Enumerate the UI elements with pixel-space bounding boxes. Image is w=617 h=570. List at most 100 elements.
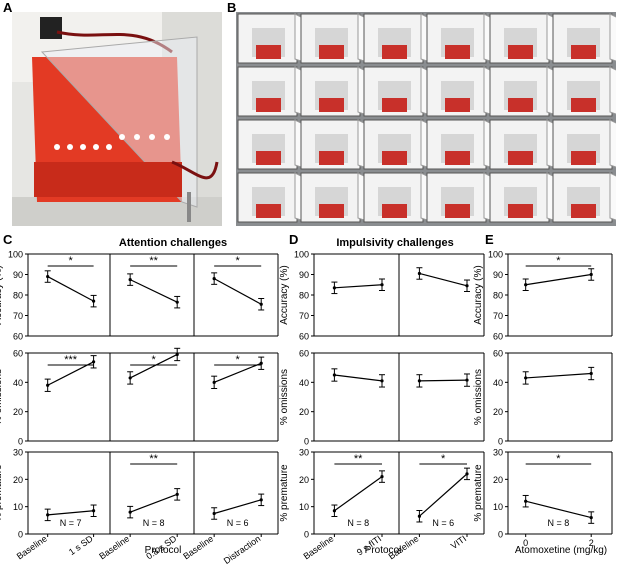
significance-label: * [441, 453, 446, 465]
chamber [319, 151, 344, 165]
y-tick-label: 100 [8, 250, 23, 260]
chamber [571, 45, 596, 59]
data-point [380, 379, 384, 383]
panel-label-b: B [227, 0, 237, 15]
data-point [589, 272, 593, 277]
series-line [47, 361, 94, 386]
chamber [319, 204, 344, 218]
series-line [334, 374, 383, 382]
y-tick-label: 20 [493, 407, 503, 417]
y-tick-label: 10 [13, 502, 23, 512]
series-line [334, 284, 383, 289]
y-tick-label: 90 [13, 270, 23, 280]
data-point [128, 510, 132, 514]
n-label: N = 8 [548, 518, 570, 528]
y-axis-label-accuracy: Accuracy (%) [473, 265, 484, 324]
data-point [465, 284, 469, 288]
data-point [212, 277, 216, 281]
x-tick-label: Baseline [97, 533, 131, 561]
data-point [175, 300, 179, 304]
series-line [334, 476, 383, 512]
y-axis-label-omissions: % omissions [473, 369, 484, 425]
xlabel-protocol-c: Protocol [145, 545, 182, 556]
data-point [524, 283, 528, 287]
data-point [92, 360, 96, 364]
xlabel-protocol-d: Protocol [365, 545, 402, 556]
significance-label: ** [149, 255, 158, 267]
y-axis-label-omissions: % omissions [0, 369, 4, 425]
y-tick-label: 80 [299, 291, 309, 301]
data-point [92, 299, 96, 303]
y-tick-label: 100 [294, 250, 309, 260]
data-point [259, 302, 263, 306]
y-tick-label: 0 [304, 530, 309, 540]
chamber [256, 151, 281, 165]
data-point [417, 379, 421, 383]
data-point [465, 472, 469, 476]
y-tick-label: 0 [18, 530, 23, 540]
series-line [129, 353, 178, 379]
panel-label-d: D [289, 232, 298, 247]
y-tick-label: 30 [13, 448, 23, 458]
chamber [445, 151, 470, 165]
chamber [319, 98, 344, 112]
chamber [445, 98, 470, 112]
y-tick-label: 30 [493, 448, 503, 458]
n-label: N = 6 [432, 518, 454, 528]
data-point [332, 286, 336, 290]
data-point [175, 352, 179, 357]
y-axis-label-premature: % premature [0, 464, 4, 522]
y-axis-label-premature: % premature [279, 464, 290, 522]
significance-label: * [68, 255, 73, 267]
series-line [47, 510, 94, 516]
significance-label: * [236, 255, 241, 267]
cubicle-door [609, 66, 616, 115]
data-point [332, 509, 336, 513]
y-tick-label: 30 [299, 448, 309, 458]
panel-label-c: C [3, 232, 13, 247]
y-axis-label-accuracy: Accuracy (%) [0, 265, 4, 324]
y-tick-label: 0 [18, 437, 23, 447]
x-tick-label: VITI [449, 533, 468, 551]
data-point [380, 283, 384, 287]
x-tick-label: 0 [523, 538, 528, 548]
significance-label: * [236, 354, 241, 366]
y-tick-label: 0 [498, 530, 503, 540]
chamber [508, 98, 533, 112]
x-tick-label: Baseline [181, 533, 215, 561]
chamber [382, 151, 407, 165]
header-impulsivity: Impulsivity challenges [336, 237, 453, 249]
series-line [525, 500, 592, 519]
data-point [465, 378, 469, 382]
y-tick-label: 40 [13, 378, 23, 388]
y-tick-label: 20 [299, 407, 309, 417]
chamber [256, 204, 281, 218]
xlabel-atomoxetine: Atomoxetine (mg/kg) [515, 545, 607, 556]
y-tick-label: 60 [493, 332, 503, 342]
y-tick-label: 10 [493, 502, 503, 512]
series-line [213, 362, 262, 383]
n-label: N = 7 [60, 518, 82, 528]
chamber [508, 151, 533, 165]
series-line [129, 493, 178, 513]
data-point [46, 513, 50, 517]
y-tick-label: 40 [493, 378, 503, 388]
chamber [256, 98, 281, 112]
data-point [128, 278, 132, 282]
data-point [128, 376, 132, 380]
y-tick-label: 70 [299, 311, 309, 321]
series-line [525, 372, 592, 379]
n-label: N = 6 [227, 518, 249, 528]
y-tick-label: 20 [493, 475, 503, 485]
significance-label: * [556, 255, 561, 267]
chamber [382, 98, 407, 112]
n-label: N = 8 [347, 518, 369, 528]
chamber [382, 204, 407, 218]
series-line [419, 379, 468, 382]
series-line [419, 473, 468, 517]
cubicle-door [609, 13, 616, 62]
y-tick-label: 0 [498, 437, 503, 447]
data-point [92, 509, 96, 513]
y-tick-label: 70 [13, 311, 23, 321]
